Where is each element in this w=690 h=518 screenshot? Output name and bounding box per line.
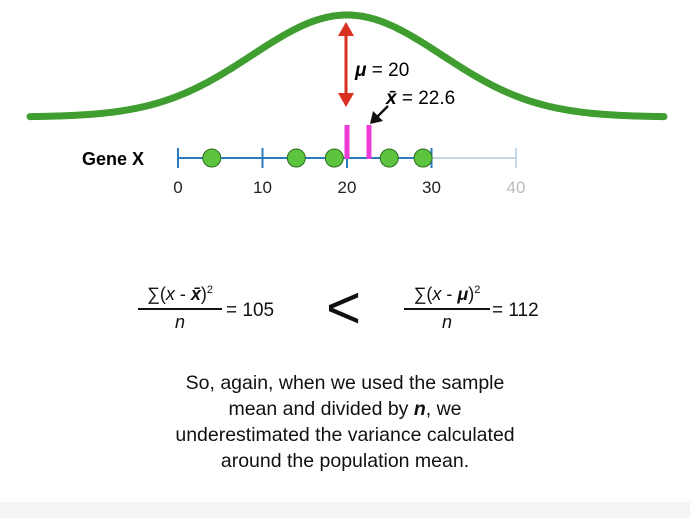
caption-line-2: mean and divided by n, we xyxy=(95,396,595,422)
caption: So, again, when we used the sample mean … xyxy=(95,370,595,474)
population-mean-arrow xyxy=(338,22,354,107)
sum-symbol: ∑ xyxy=(147,284,160,304)
xbar-symbol: x̄ xyxy=(385,88,398,109)
less-than-symbol: < xyxy=(326,274,362,341)
exponent: 2 xyxy=(474,284,481,296)
population-mean-marker xyxy=(344,125,350,159)
bottom-strip xyxy=(0,502,690,518)
caption-line-1: So, again, when we used the sample xyxy=(185,372,505,394)
gene-label: Gene X xyxy=(82,149,144,169)
axis-tick-labels: 0 10 20 30 40 xyxy=(173,178,525,197)
minus-sign: - xyxy=(174,284,191,304)
distribution-diagram: 0 10 20 30 40 μ = 20 x̄ = 22.6 Gene X xyxy=(26,11,668,197)
data-point xyxy=(324,148,344,168)
data-point xyxy=(202,148,222,168)
data-point xyxy=(379,148,399,168)
fraction-bar xyxy=(138,308,222,310)
formula-left-result: = 105 xyxy=(226,300,275,321)
data-point xyxy=(413,148,433,168)
normal-curve xyxy=(26,11,668,121)
xbar-label: x̄ = 22.6 xyxy=(385,88,455,109)
axis-tick-label: 30 xyxy=(422,178,441,197)
formula-right-fraction: ∑(x - μ)2 n xyxy=(404,284,490,333)
fraction-bar xyxy=(404,308,490,310)
var-x: x xyxy=(432,284,442,304)
sample-mean-marker xyxy=(366,125,372,159)
mu-label: μ = 20 xyxy=(354,60,409,81)
axis-tick-label: 20 xyxy=(338,178,357,197)
sum-symbol: ∑ xyxy=(413,284,427,304)
formula-right-result: = 112 xyxy=(492,300,539,321)
axis-tick-label: 40 xyxy=(507,178,526,197)
denominator-n: n xyxy=(174,312,185,332)
minus-sign: - xyxy=(441,284,458,304)
paren-open: ( xyxy=(426,284,433,304)
data-points xyxy=(202,148,433,168)
paren-close: ) xyxy=(468,284,475,304)
paren-open: ( xyxy=(159,284,166,304)
denominator-n: n xyxy=(441,312,452,332)
xbar-value: = 22.6 xyxy=(397,88,456,109)
sample-mean-symbol: x̄ xyxy=(190,284,201,304)
sample-mean-arrow xyxy=(370,105,389,124)
var-x: x xyxy=(165,284,175,304)
caption-line-4: around the population mean. xyxy=(220,450,470,472)
mu-symbol: μ xyxy=(354,60,367,81)
exponent: 2 xyxy=(206,284,213,296)
paren-close: ) xyxy=(200,284,207,304)
formula-left-fraction: ∑(x - x̄)2 n xyxy=(138,284,222,333)
caption-n: n xyxy=(413,398,426,420)
data-point xyxy=(286,148,306,168)
caption-line-2c: , we xyxy=(425,398,462,420)
caption-line-2a: mean and divided by xyxy=(228,398,414,420)
axis-tick-label: 10 xyxy=(253,178,272,197)
mu-value: = 20 xyxy=(366,60,409,81)
caption-line-3: underestimated the variance calculated xyxy=(175,424,515,446)
population-mean-symbol: μ xyxy=(457,284,469,304)
axis-tick-label: 0 xyxy=(173,178,182,197)
